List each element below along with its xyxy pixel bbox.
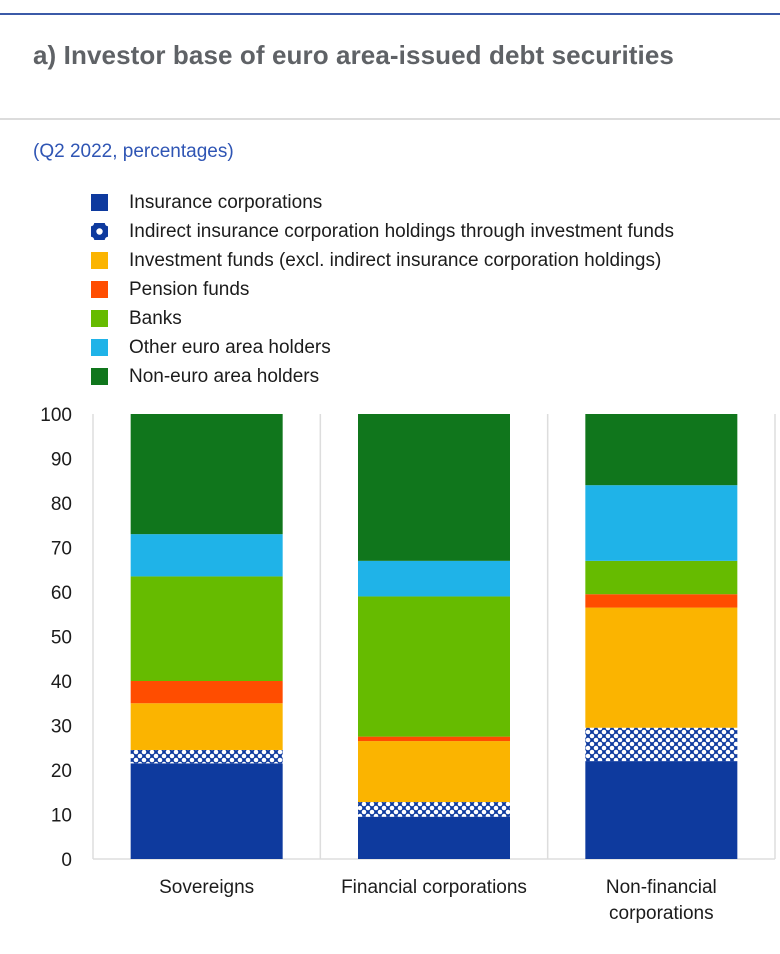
y-tick-label: 50 (51, 628, 72, 649)
legend-label: Other euro area holders (129, 336, 331, 358)
bar-segment-non-financial-corporations-banks (585, 560, 738, 595)
bar-segment-non-financial-corporations-other-euro-area-holders (585, 485, 738, 561)
legend-label: Indirect insurance corporation holdings … (129, 220, 674, 242)
title-divider (0, 118, 780, 120)
bar-segment-sovereigns-banks (130, 576, 283, 681)
legend-item-banks: Banks (91, 304, 674, 333)
legend-swatch (91, 339, 108, 356)
y-tick-label: 90 (51, 450, 72, 471)
legend: Insurance corporations Indirect insurance… (91, 188, 674, 391)
bar-segment-non-financial-corporations-pension-funds (585, 594, 738, 608)
legend-label: Banks (129, 307, 182, 329)
legend-label: Pension funds (129, 278, 250, 300)
legend-swatch (91, 310, 108, 327)
legend-swatch (91, 281, 108, 298)
x-category-label: Sovereigns (159, 877, 254, 898)
legend-swatch (91, 194, 108, 211)
legend-item-pension-funds: Pension funds (91, 275, 674, 304)
y-tick-label: 80 (51, 494, 72, 515)
bar-segment-financial-corporations-insurance-corporations (358, 816, 510, 859)
legend-label: Insurance corporations (129, 191, 323, 213)
bar-segment-sovereigns-indirect-insurance-corporation-holdings- (130, 749, 283, 764)
bar-segment-financial-corporations-non-euro-area-holders (358, 414, 510, 561)
legend-item-insurance-corporations: Insurance corporations (91, 188, 674, 217)
bar-segment-non-financial-corporations-insurance-corporations (585, 761, 738, 859)
chart-title: a) Investor base of euro area-issued deb… (33, 40, 674, 70)
legend-item-non-euro-area-holders: Non-euro area holders (91, 362, 674, 391)
x-category-label: Non-financial (606, 877, 717, 898)
chart-subtitle: (Q2 2022, percentages) (33, 141, 234, 162)
legend-swatch (91, 252, 108, 269)
y-tick-label: 10 (51, 806, 72, 827)
y-tick-label: 30 (51, 717, 72, 738)
x-category-label: corporations (609, 903, 714, 924)
bar-segment-financial-corporations-indirect-insurance-corporation-holdings- (358, 802, 510, 817)
bar-segment-non-financial-corporations-non-euro-area-holders (585, 414, 738, 486)
y-tick-label: 100 (40, 405, 72, 426)
legend-label: Non-euro area holders (129, 365, 320, 387)
legend-item-investment-funds-excl-indirect-insurance-corporation-holdings: Investment funds (excl. indirect insuran… (91, 246, 674, 275)
legend-item-other-euro-area-holders: Other euro area holders (91, 333, 674, 362)
bar-segment-sovereigns-insurance-corporations (130, 763, 283, 859)
y-tick-label: 40 (51, 672, 72, 693)
bar-segment-financial-corporations-pension-funds (358, 736, 510, 742)
y-tick-label: 60 (51, 583, 72, 604)
bar-segment-financial-corporations-other-euro-area-holders (358, 560, 510, 597)
bar-segment-non-financial-corporations-indirect-insurance-corporation-holdings- (585, 727, 738, 762)
y-tick-label: 0 (61, 850, 72, 871)
y-tick-label: 70 (51, 539, 72, 560)
bar-segment-non-financial-corporations-investment-funds-excl-indirect-insurance (585, 607, 738, 728)
bar-segment-financial-corporations-investment-funds-excl-indirect-insurance (358, 741, 510, 803)
bar-segment-sovereigns-pension-funds (130, 681, 283, 704)
bar-segment-sovereigns-other-euro-area-holders (130, 534, 283, 577)
top-rule (0, 13, 780, 15)
bar-segment-financial-corporations-banks (358, 596, 510, 737)
bar-segment-sovereigns-investment-funds-excl-indirect-insurance (130, 703, 283, 750)
legend-swatch (91, 223, 108, 240)
legend-item-indirect-insurance-corporation-holdings-through-investment-funds: Indirect insurance corporation holdings … (91, 217, 674, 246)
bar-segment-sovereigns-non-euro-area-holders (130, 414, 283, 535)
y-tick-label: 20 (51, 761, 72, 782)
legend-swatch (91, 368, 108, 385)
x-category-label: Financial corporations (341, 877, 527, 898)
legend-label: Investment funds (excl. indirect insuran… (129, 249, 662, 271)
